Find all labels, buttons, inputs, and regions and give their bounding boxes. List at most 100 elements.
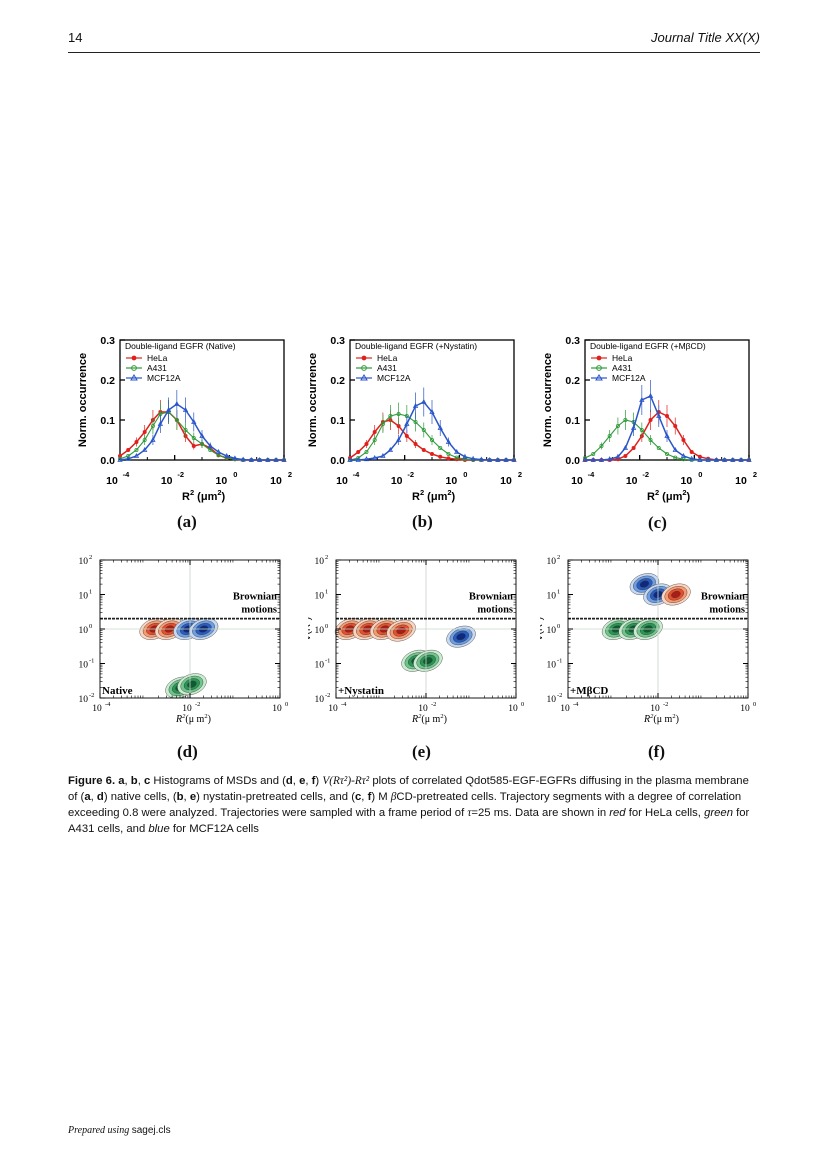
caption-text: , <box>183 791 190 803</box>
legend-label: MCF12A <box>612 373 646 383</box>
caption-text: , <box>305 775 312 787</box>
x-tick-exponent: -4 <box>588 470 595 479</box>
legend-label: HeLa <box>147 353 168 363</box>
data-point <box>142 446 148 452</box>
data-point <box>647 392 654 398</box>
brownian-label: motions <box>709 605 745 616</box>
data-point <box>607 434 612 439</box>
caption-ref: e <box>189 791 197 803</box>
y-tick-label: 10 <box>315 661 325 671</box>
data-point <box>623 454 628 458</box>
data-point <box>746 456 752 462</box>
x-tick-label: 10 <box>215 475 227 487</box>
x-tick-exponent: 2 <box>518 470 522 479</box>
data-point <box>150 424 155 429</box>
data-point <box>372 454 378 460</box>
caption-color-word: blue <box>148 823 170 835</box>
caption-ref: f <box>311 775 316 787</box>
caption-ref: c <box>354 791 362 803</box>
data-point <box>591 452 596 457</box>
y-tick-exponent: 2 <box>325 554 328 561</box>
y-tick-label: 10 <box>315 626 325 636</box>
data-point <box>355 456 361 462</box>
data-point <box>615 453 621 459</box>
caption-text: for A431 cells, and <box>68 807 750 835</box>
page-number: 14 <box>68 30 83 45</box>
data-point <box>183 428 188 433</box>
data-point <box>133 452 140 458</box>
data-point <box>265 456 271 462</box>
data-point <box>421 398 427 404</box>
x-tick-exponent: -2 <box>177 470 184 479</box>
y-tick-label: 0.2 <box>100 375 115 387</box>
y-tick-label: 0.0 <box>565 455 580 467</box>
y-tick-label: 10 <box>547 695 557 705</box>
data-point <box>150 436 156 442</box>
y-tick-label: 0.2 <box>565 375 580 387</box>
x-tick-label: 10 <box>560 704 570 714</box>
x-tick-exponent: 0 <box>233 470 237 479</box>
x-tick-exponent: -2 <box>195 701 200 708</box>
footer-prepared: Prepared using <box>68 1125 130 1136</box>
caption-ref: f <box>367 791 372 803</box>
data-point <box>639 428 644 433</box>
x-tick-label: 10 <box>92 704 102 714</box>
data-point <box>639 396 645 402</box>
x-tick-exponent: 0 <box>285 701 288 708</box>
data-point <box>664 432 670 438</box>
y-tick-exponent: -1 <box>557 658 562 665</box>
x-axis-label: R2 (μm2) <box>412 488 456 503</box>
x-tick-exponent: -4 <box>341 701 347 708</box>
x-tick-label: 10 <box>500 475 512 487</box>
sublabel-d: (d) <box>177 742 198 761</box>
y-tick-exponent: 1 <box>557 589 560 596</box>
journal-title: Journal Title XX(X) <box>651 30 760 45</box>
figure-caption: Figure 6. a, b, c Histograms of MSDs and… <box>68 773 758 837</box>
data-point <box>347 456 353 462</box>
x-tick-label: 10 <box>328 704 338 714</box>
x-tick-exponent: 0 <box>521 701 524 708</box>
x-tick-label: 10 <box>270 475 282 487</box>
legend-marker <box>130 374 138 381</box>
y-axis-label: Norm. occurrence <box>77 353 89 447</box>
condition-label: Native <box>102 685 133 697</box>
data-point <box>648 438 653 443</box>
page-header: 14 Journal Title XX(X) <box>68 30 760 53</box>
caption-ref: a <box>84 791 91 803</box>
data-point <box>396 412 401 417</box>
data-point <box>380 422 385 427</box>
data-point <box>599 444 604 449</box>
data-point <box>224 452 230 458</box>
caption-ref: e <box>299 775 306 787</box>
data-point <box>705 456 711 462</box>
histogram-panel-a: 0.0 0.1 0.2 0.3 10 -4 10 -2 10 0 10 2 Norm. occurren… <box>77 335 292 503</box>
y-tick-label: 10 <box>79 695 89 705</box>
sublabel-a: (a) <box>177 512 197 531</box>
y-tick-label: 0.3 <box>330 335 345 347</box>
y-axis-label: Norm. occurrence <box>542 353 554 447</box>
data-point <box>738 456 744 462</box>
y-axis-label: Norm. occurrence <box>307 353 319 447</box>
data-point <box>165 406 172 412</box>
y-tick-label: 10 <box>79 592 89 602</box>
data-point <box>429 438 434 443</box>
x-tick-label: 10 <box>272 704 282 714</box>
caption-text: , <box>292 775 300 787</box>
data-point <box>454 448 460 454</box>
data-point <box>478 456 485 462</box>
data-point <box>191 444 196 448</box>
chart-title: Double-ligand EGFR (+MβCD) <box>590 341 706 351</box>
data-point <box>446 456 451 461</box>
caption-ref: d <box>96 791 104 803</box>
caption-ref: b <box>130 775 138 787</box>
data-point <box>413 442 418 446</box>
y-tick-exponent: -2 <box>325 692 330 699</box>
y-tick-label: 10 <box>79 661 89 671</box>
brownian-label: motions <box>477 605 513 616</box>
data-point <box>395 436 402 442</box>
chart-title: Double-ligand EGFR (Native) <box>125 341 236 351</box>
x-axis-label: R2(μ m2) <box>643 713 679 725</box>
y-tick-exponent: -1 <box>89 658 94 665</box>
data-point <box>437 424 443 430</box>
